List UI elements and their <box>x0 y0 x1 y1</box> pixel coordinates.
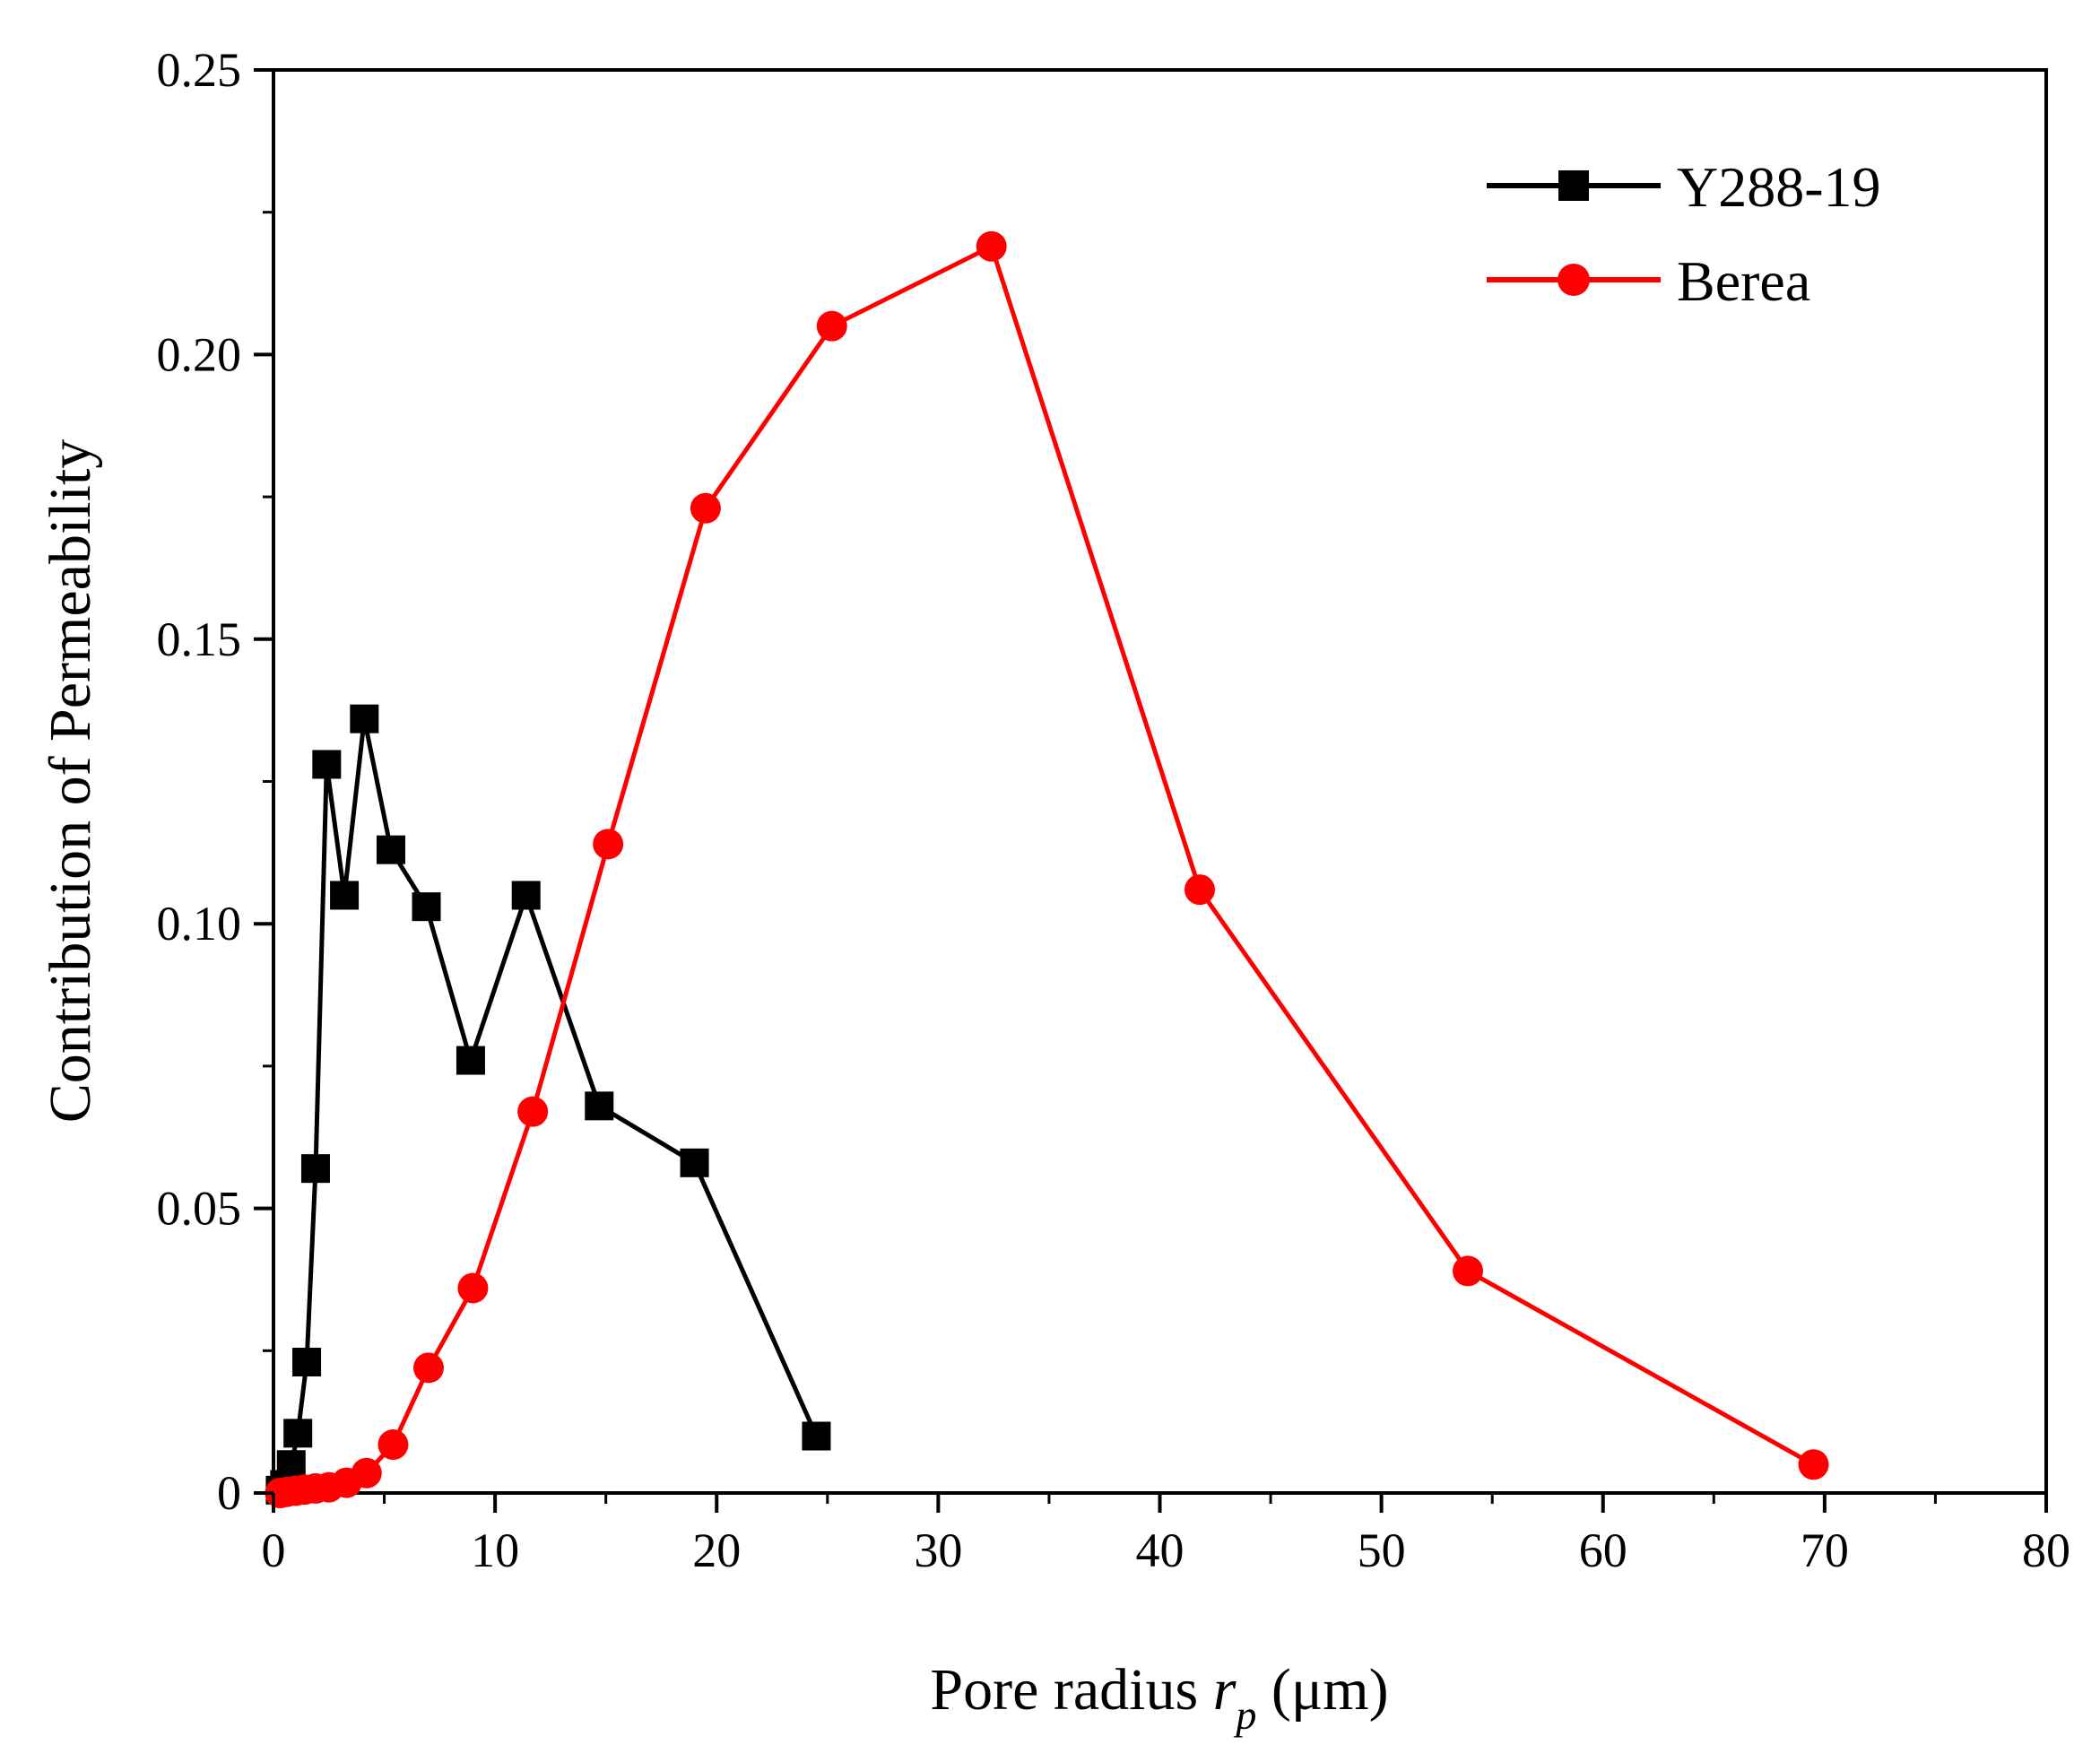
series-line-y288-19 <box>278 716 819 1492</box>
legend-entry-y288-19: Y288-19 <box>1487 155 1881 219</box>
y-tick-label: 0.25 <box>157 43 242 97</box>
data-point-y288-19 <box>276 1450 306 1480</box>
series-y288-19 <box>265 704 831 1505</box>
legend-entry-berea: Berea <box>1487 249 1810 313</box>
x-axis: 0 10 20 30 40 50 60 70 80 <box>262 1493 2070 1577</box>
data-point-berea <box>457 1272 489 1304</box>
y-tick-label: 0.05 <box>157 1182 242 1236</box>
data-point-berea <box>377 1429 409 1461</box>
data-point-y288-19 <box>511 881 541 910</box>
series-line-berea <box>279 244 1815 1496</box>
data-point-y288-19 <box>300 1154 330 1184</box>
data-point-y288-19 <box>376 835 405 864</box>
data-point-y288-19 <box>585 1091 614 1121</box>
data-point-y288-19 <box>312 750 342 779</box>
data-point-berea <box>517 1096 549 1127</box>
data-point-y288-19 <box>350 704 379 733</box>
x-tick-label: 0 <box>262 1523 286 1577</box>
x-axis-title-subscript: p <box>1233 1692 1256 1738</box>
series-berea <box>265 230 1829 1508</box>
data-point-y288-19 <box>802 1421 831 1451</box>
data-point-y288-19 <box>680 1148 709 1177</box>
data-point-y288-19 <box>292 1347 322 1376</box>
y-axis: 0 0.05 0.10 0.15 0.20 0.25 <box>157 43 273 1520</box>
series-layer <box>265 230 1829 1508</box>
x-axis-title-unit: (μm) <box>1256 1657 1388 1723</box>
x-axis-title-prefix: Pore radius <box>930 1657 1212 1723</box>
data-point-y288-19 <box>330 881 360 910</box>
data-point-berea <box>351 1457 382 1489</box>
y-axis-title: Contribution of Permeability <box>38 439 103 1124</box>
data-point-berea <box>690 492 721 524</box>
x-tick-label: 30 <box>914 1523 962 1577</box>
data-point-berea <box>816 310 847 342</box>
x-tick-label: 50 <box>1358 1523 1406 1577</box>
x-tick-label: 80 <box>2022 1523 2070 1577</box>
data-point-y288-19 <box>412 892 441 922</box>
data-point-berea <box>412 1352 444 1384</box>
data-point-berea <box>593 829 624 860</box>
x-axis-title-variable: r <box>1213 1657 1237 1723</box>
x-tick-label: 60 <box>1579 1523 1627 1577</box>
data-point-y288-19 <box>456 1046 485 1075</box>
legend-marker-y288-19 <box>1558 170 1589 201</box>
data-point-berea <box>1453 1255 1484 1287</box>
legend-label-y288-19: Y288-19 <box>1677 155 1881 219</box>
x-tick-label: 40 <box>1136 1523 1185 1577</box>
y-tick-label: 0.15 <box>157 612 242 666</box>
x-axis-title: Pore radius rp (μm) <box>930 1657 1388 1738</box>
data-point-y288-19 <box>283 1419 313 1448</box>
y-tick-label: 0.20 <box>157 327 242 381</box>
y-tick-label: 0.10 <box>157 897 242 950</box>
legend-label-berea: Berea <box>1677 249 1810 313</box>
x-tick-label: 70 <box>1801 1523 1849 1577</box>
y-tick-label: 0 <box>217 1466 241 1520</box>
data-point-berea <box>976 230 1007 262</box>
x-tick-label: 20 <box>692 1523 741 1577</box>
data-point-berea <box>1798 1449 1829 1480</box>
x-tick-label: 10 <box>471 1523 519 1577</box>
legend-marker-berea <box>1558 264 1590 296</box>
legend: Y288-19 Berea <box>1487 155 1881 313</box>
data-point-berea <box>1184 874 1215 906</box>
